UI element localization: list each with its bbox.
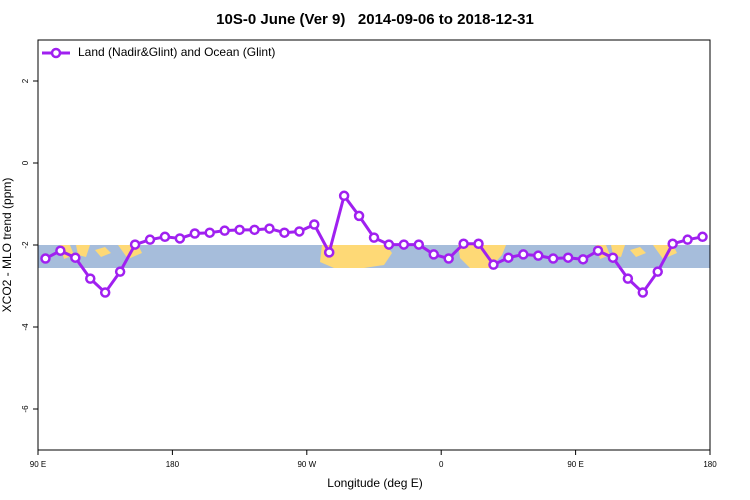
- data-point: [129, 239, 141, 250]
- data-point: [682, 234, 693, 245]
- data-point: [458, 238, 469, 250]
- data-point: [413, 239, 425, 250]
- data-point: [114, 266, 126, 277]
- data-point: [533, 250, 544, 261]
- data-point: [219, 225, 230, 236]
- y-tick-label: 0: [21, 160, 30, 165]
- data-point: [323, 247, 335, 258]
- data-point: [697, 231, 708, 243]
- data-point: [144, 234, 156, 245]
- x-tick-label: 90 E: [567, 460, 583, 469]
- data-point: [249, 224, 260, 236]
- data-point: [309, 219, 320, 230]
- data-point: [159, 231, 171, 243]
- land: [60, 245, 142, 259]
- data-point: [607, 252, 619, 263]
- data-point: [70, 252, 81, 263]
- data-point: [294, 226, 305, 237]
- data-point: [234, 224, 245, 236]
- data-point: [189, 228, 201, 239]
- data-point: [204, 227, 215, 238]
- x-tick-label: 90 E: [30, 460, 46, 469]
- data-point: [428, 249, 439, 260]
- data-point: [637, 287, 649, 298]
- data-point: [518, 249, 529, 260]
- data-point: [667, 238, 678, 250]
- y-tick-label: -6: [21, 405, 30, 413]
- data-point: [503, 252, 514, 263]
- legend-marker: [50, 47, 62, 59]
- data-point: [40, 253, 51, 264]
- data-point: [622, 273, 634, 284]
- chart-title: 10S-0 June (Ver 9) 2014-09-06 to 2018-12…: [216, 11, 534, 28]
- data-point: [264, 223, 275, 234]
- data-point: [652, 266, 663, 277]
- data-point: [383, 239, 395, 250]
- land: [320, 245, 392, 268]
- data-point: [338, 190, 350, 202]
- map-strip: [38, 245, 710, 268]
- x-tick-label: 180: [166, 460, 180, 469]
- data-point: [174, 233, 186, 244]
- data-point: [398, 239, 410, 250]
- data-point: [488, 259, 499, 270]
- y-tick-label: 2: [21, 78, 30, 83]
- data-point: [443, 253, 454, 264]
- data-point: [85, 273, 96, 284]
- data-point: [55, 245, 66, 256]
- data-point: [547, 253, 559, 264]
- y-tick-label: -2: [21, 241, 30, 249]
- data-point: [562, 252, 574, 263]
- data-point: [99, 287, 111, 298]
- data-point: [353, 210, 365, 222]
- y-tick-label: -4: [21, 323, 30, 331]
- y-axis-label: XCO2 - MLO trend (ppm): [0, 178, 14, 313]
- data-point: [592, 245, 604, 256]
- x-tick-label: 90 W: [297, 460, 316, 469]
- x-tick-label: 180: [703, 460, 717, 469]
- data-point: [473, 238, 484, 250]
- data-point: [577, 254, 589, 265]
- data-point: [368, 232, 380, 243]
- x-tick-label: 0: [439, 460, 444, 469]
- series-line: [44, 194, 703, 295]
- data-point: [279, 227, 290, 238]
- x-axis-label: Longitude (deg E): [327, 476, 422, 490]
- legend-label: Land (Nadir&Glint) and Ocean (Glint): [78, 45, 275, 59]
